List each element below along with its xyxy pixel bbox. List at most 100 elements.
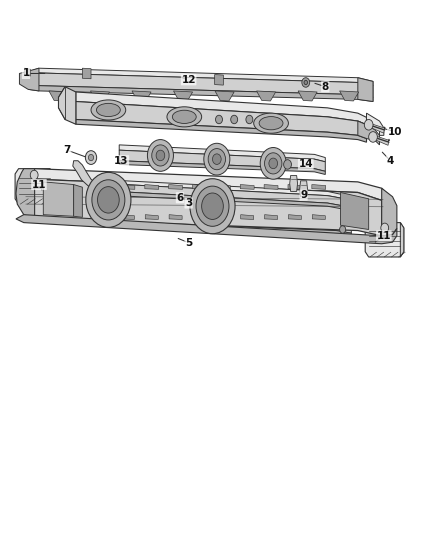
Polygon shape bbox=[265, 215, 278, 220]
Polygon shape bbox=[95, 183, 345, 206]
Polygon shape bbox=[28, 73, 373, 98]
Polygon shape bbox=[15, 168, 53, 204]
Circle shape bbox=[260, 148, 286, 179]
Polygon shape bbox=[91, 91, 110, 101]
Ellipse shape bbox=[96, 103, 120, 117]
Polygon shape bbox=[49, 91, 68, 101]
Ellipse shape bbox=[167, 107, 201, 127]
Text: 1: 1 bbox=[22, 68, 30, 78]
Polygon shape bbox=[50, 168, 53, 204]
Text: 8: 8 bbox=[321, 82, 329, 92]
Circle shape bbox=[215, 115, 223, 124]
Polygon shape bbox=[119, 150, 325, 171]
Polygon shape bbox=[288, 215, 301, 220]
Polygon shape bbox=[24, 175, 381, 236]
Circle shape bbox=[304, 80, 307, 85]
Polygon shape bbox=[173, 91, 193, 101]
Polygon shape bbox=[216, 184, 230, 189]
Polygon shape bbox=[74, 184, 82, 217]
Polygon shape bbox=[290, 175, 297, 191]
Text: 9: 9 bbox=[300, 190, 307, 200]
Circle shape bbox=[369, 132, 378, 142]
Circle shape bbox=[85, 151, 97, 165]
Polygon shape bbox=[381, 188, 397, 236]
Polygon shape bbox=[24, 168, 388, 204]
Text: 10: 10 bbox=[388, 127, 402, 136]
Polygon shape bbox=[368, 123, 385, 133]
Circle shape bbox=[92, 180, 125, 220]
Polygon shape bbox=[76, 119, 367, 142]
Polygon shape bbox=[240, 184, 254, 189]
Ellipse shape bbox=[254, 113, 288, 133]
Circle shape bbox=[196, 186, 229, 227]
Polygon shape bbox=[98, 215, 110, 220]
Text: 6: 6 bbox=[177, 193, 184, 203]
Polygon shape bbox=[312, 215, 325, 220]
Polygon shape bbox=[288, 184, 302, 189]
Circle shape bbox=[208, 149, 226, 169]
Circle shape bbox=[381, 223, 389, 233]
Ellipse shape bbox=[173, 110, 196, 124]
Circle shape bbox=[246, 115, 253, 124]
Circle shape bbox=[152, 145, 169, 166]
Polygon shape bbox=[95, 213, 351, 233]
Polygon shape bbox=[76, 101, 367, 139]
Polygon shape bbox=[340, 192, 369, 230]
Polygon shape bbox=[95, 190, 345, 209]
Polygon shape bbox=[19, 68, 39, 91]
Polygon shape bbox=[215, 75, 223, 85]
Polygon shape bbox=[73, 161, 95, 188]
Polygon shape bbox=[367, 113, 384, 135]
Polygon shape bbox=[215, 91, 234, 101]
Polygon shape bbox=[119, 161, 325, 174]
Text: 13: 13 bbox=[114, 156, 129, 166]
Polygon shape bbox=[119, 145, 325, 162]
Polygon shape bbox=[16, 168, 35, 219]
Polygon shape bbox=[121, 215, 134, 220]
Polygon shape bbox=[121, 184, 135, 189]
Polygon shape bbox=[82, 68, 91, 79]
Polygon shape bbox=[400, 223, 404, 257]
Polygon shape bbox=[169, 184, 183, 189]
Ellipse shape bbox=[259, 117, 283, 130]
Polygon shape bbox=[300, 181, 307, 197]
Polygon shape bbox=[95, 221, 351, 236]
Polygon shape bbox=[372, 135, 390, 146]
Polygon shape bbox=[358, 121, 379, 145]
Polygon shape bbox=[43, 182, 74, 216]
Circle shape bbox=[204, 143, 230, 175]
Polygon shape bbox=[28, 86, 373, 101]
Polygon shape bbox=[264, 184, 278, 189]
Circle shape bbox=[88, 155, 94, 161]
Polygon shape bbox=[25, 68, 30, 76]
Circle shape bbox=[302, 78, 310, 87]
Polygon shape bbox=[59, 87, 76, 124]
Circle shape bbox=[269, 158, 278, 168]
Circle shape bbox=[364, 119, 373, 130]
Text: 7: 7 bbox=[64, 145, 71, 155]
Polygon shape bbox=[193, 215, 206, 220]
Polygon shape bbox=[298, 91, 317, 101]
Circle shape bbox=[30, 170, 38, 180]
Circle shape bbox=[231, 115, 238, 124]
Circle shape bbox=[265, 153, 282, 174]
Polygon shape bbox=[16, 215, 397, 244]
Polygon shape bbox=[145, 215, 158, 220]
Circle shape bbox=[212, 154, 221, 165]
Polygon shape bbox=[193, 184, 206, 189]
Polygon shape bbox=[76, 92, 367, 125]
Polygon shape bbox=[95, 179, 345, 199]
Polygon shape bbox=[358, 78, 373, 101]
Circle shape bbox=[86, 172, 131, 228]
Circle shape bbox=[190, 179, 235, 233]
Polygon shape bbox=[241, 215, 254, 220]
Text: 12: 12 bbox=[181, 75, 196, 85]
Circle shape bbox=[284, 160, 291, 169]
Polygon shape bbox=[145, 184, 159, 189]
Text: 11: 11 bbox=[377, 231, 391, 241]
Polygon shape bbox=[365, 223, 404, 257]
Circle shape bbox=[98, 187, 119, 213]
Text: 4: 4 bbox=[387, 156, 394, 166]
Polygon shape bbox=[28, 68, 373, 86]
Text: 14: 14 bbox=[298, 159, 313, 169]
